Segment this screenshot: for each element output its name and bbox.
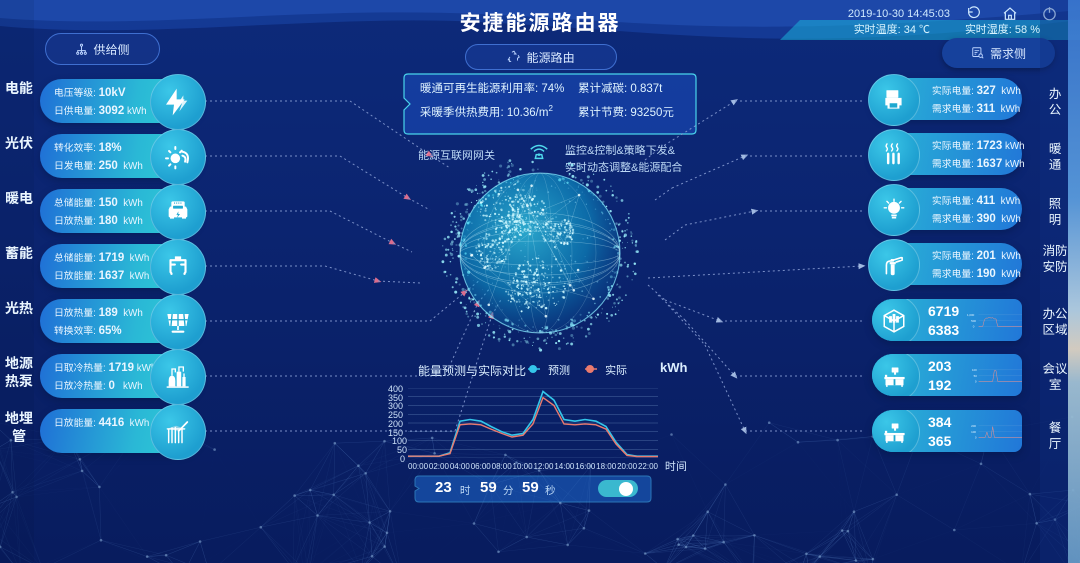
svg-text:500: 500 — [971, 319, 976, 323]
svg-text:200: 200 — [971, 424, 976, 428]
svg-text:100: 100 — [971, 430, 976, 434]
svg-text:1,000: 1,000 — [967, 313, 975, 317]
svg-text:50: 50 — [974, 374, 978, 378]
svg-text:0: 0 — [975, 380, 977, 384]
svg-text:100: 100 — [972, 368, 977, 372]
svg-text:0: 0 — [975, 436, 977, 440]
svg-text:0: 0 — [973, 325, 975, 329]
